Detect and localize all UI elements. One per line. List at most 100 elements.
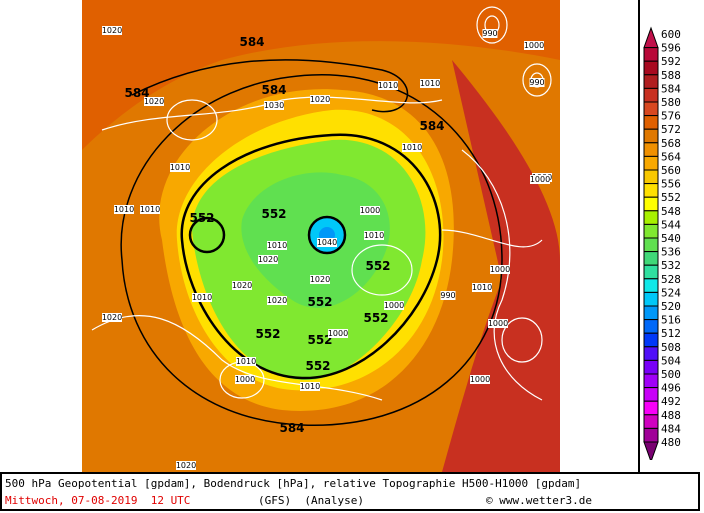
isobar-label: 1000 bbox=[360, 206, 380, 215]
isobar-label: 1000 bbox=[530, 175, 550, 184]
map-date: Mittwoch, 07-08-2019 12 UTC bbox=[5, 494, 191, 507]
isobar-label: 1010 bbox=[300, 382, 320, 391]
isobar-label: 1010 bbox=[402, 143, 422, 152]
legend-swatch bbox=[643, 169, 659, 185]
isobar-label: 1000 bbox=[470, 375, 490, 384]
isobar-label: 1030 bbox=[264, 101, 284, 110]
geopotential-label: 584 bbox=[124, 86, 149, 100]
label-background bbox=[482, 29, 498, 38]
legend-label: 480 bbox=[661, 436, 681, 449]
label-background bbox=[470, 375, 490, 384]
isobar-label: 1000 bbox=[328, 329, 348, 338]
legend-label: 504 bbox=[661, 354, 681, 367]
label-background bbox=[402, 143, 422, 152]
legend-label: 500 bbox=[661, 368, 681, 381]
label-background bbox=[267, 241, 287, 250]
isobar-label: 1010 bbox=[420, 79, 440, 88]
legend-label: 492 bbox=[661, 395, 681, 408]
label-background bbox=[140, 205, 160, 214]
isobar-label: 1010 bbox=[378, 81, 398, 90]
legend-swatch bbox=[643, 101, 659, 117]
isobar-label: 1020 bbox=[310, 95, 330, 104]
label-background bbox=[310, 275, 330, 284]
legend-swatch bbox=[643, 74, 659, 89]
legend-label: 488 bbox=[661, 409, 681, 422]
isobar-label: 1020 bbox=[102, 313, 122, 322]
legend-swatch bbox=[643, 115, 659, 130]
legend-label: 592 bbox=[661, 55, 681, 68]
legend-swatch bbox=[643, 183, 659, 198]
legend-swatch bbox=[643, 87, 659, 103]
legend-swatch bbox=[643, 291, 659, 307]
isobars bbox=[91, 6, 552, 401]
isobar-label: 1040 bbox=[317, 238, 337, 247]
label-background bbox=[529, 78, 545, 87]
isobar-label: 1000 bbox=[490, 265, 510, 274]
map-title: 500 hPa Geopotential [gpdam], Bodendruck… bbox=[5, 477, 582, 490]
label-background bbox=[328, 329, 348, 338]
legend-label: 540 bbox=[661, 232, 681, 245]
label-background bbox=[176, 461, 196, 470]
legend-swatch bbox=[643, 196, 659, 212]
label-background bbox=[102, 313, 122, 322]
legend-label: 532 bbox=[661, 259, 681, 272]
isobar-label: 1020 bbox=[267, 296, 287, 305]
legend-swatch bbox=[643, 251, 659, 266]
legend-label: 536 bbox=[661, 246, 681, 259]
legend-label: 508 bbox=[661, 341, 681, 354]
warm-area-north bbox=[82, 0, 560, 150]
label-background bbox=[488, 319, 508, 328]
label-background bbox=[170, 163, 190, 172]
isobar-label: 1010 bbox=[267, 241, 287, 250]
legend-swatch bbox=[643, 142, 659, 157]
isobar-label: 1010 bbox=[364, 231, 384, 240]
legend-swatch bbox=[643, 210, 659, 225]
caption-box: 500 hPa Geopotential [gpdam], Bodendruck… bbox=[0, 472, 700, 511]
label-background bbox=[378, 81, 398, 90]
label-background bbox=[258, 255, 278, 264]
legend-label: 524 bbox=[661, 286, 681, 299]
legend-label: 516 bbox=[661, 314, 681, 327]
geopotential-label: 552 bbox=[305, 359, 330, 373]
legend-swatch bbox=[643, 359, 659, 375]
legend-swatch bbox=[643, 60, 659, 76]
legend-label: 572 bbox=[661, 123, 681, 136]
label-background bbox=[310, 95, 330, 104]
label-background bbox=[232, 281, 252, 290]
legend-label: 512 bbox=[661, 327, 681, 340]
label-background bbox=[420, 79, 440, 88]
geopotential-label: 584 bbox=[279, 421, 304, 435]
legend-label: 588 bbox=[661, 69, 681, 82]
legend-label: 556 bbox=[661, 178, 681, 191]
legend-swatch bbox=[643, 278, 659, 293]
legend-label: 576 bbox=[661, 110, 681, 123]
isobar-label: 1010 bbox=[140, 205, 160, 214]
isobar-label: 1010 bbox=[114, 205, 134, 214]
label-background bbox=[300, 382, 320, 391]
label-background bbox=[267, 296, 287, 305]
legend-swatch bbox=[643, 223, 659, 239]
legend-label: 484 bbox=[661, 422, 681, 435]
legend-swatch bbox=[643, 319, 659, 334]
legend-label: 580 bbox=[661, 96, 681, 109]
legend-swatch bbox=[643, 387, 659, 402]
isobar-label: 1000 bbox=[235, 375, 255, 384]
geopotential-label: 552 bbox=[365, 259, 390, 273]
legend-swatch bbox=[643, 155, 659, 171]
isobar-label: 1010 bbox=[192, 293, 212, 302]
legend-label: 568 bbox=[661, 137, 681, 150]
geopotential-label: 552 bbox=[307, 295, 332, 309]
color-legend: 6005965925885845805765725685645605565525… bbox=[643, 26, 681, 460]
geopotential-label: 552 bbox=[189, 211, 214, 225]
isobar-label: 990 bbox=[529, 78, 544, 87]
legend-label: 496 bbox=[661, 382, 681, 395]
legend-label: 544 bbox=[661, 218, 681, 231]
label-background bbox=[235, 375, 255, 384]
credit-link[interactable]: © www.wetter3.de bbox=[486, 494, 592, 507]
legend-swatch bbox=[643, 427, 659, 443]
geopotential-label: 584 bbox=[419, 119, 444, 133]
label-background bbox=[384, 301, 404, 310]
legend-swatch bbox=[643, 441, 659, 460]
legend-label: 584 bbox=[661, 82, 681, 95]
geopotential-label: 584 bbox=[239, 35, 264, 49]
